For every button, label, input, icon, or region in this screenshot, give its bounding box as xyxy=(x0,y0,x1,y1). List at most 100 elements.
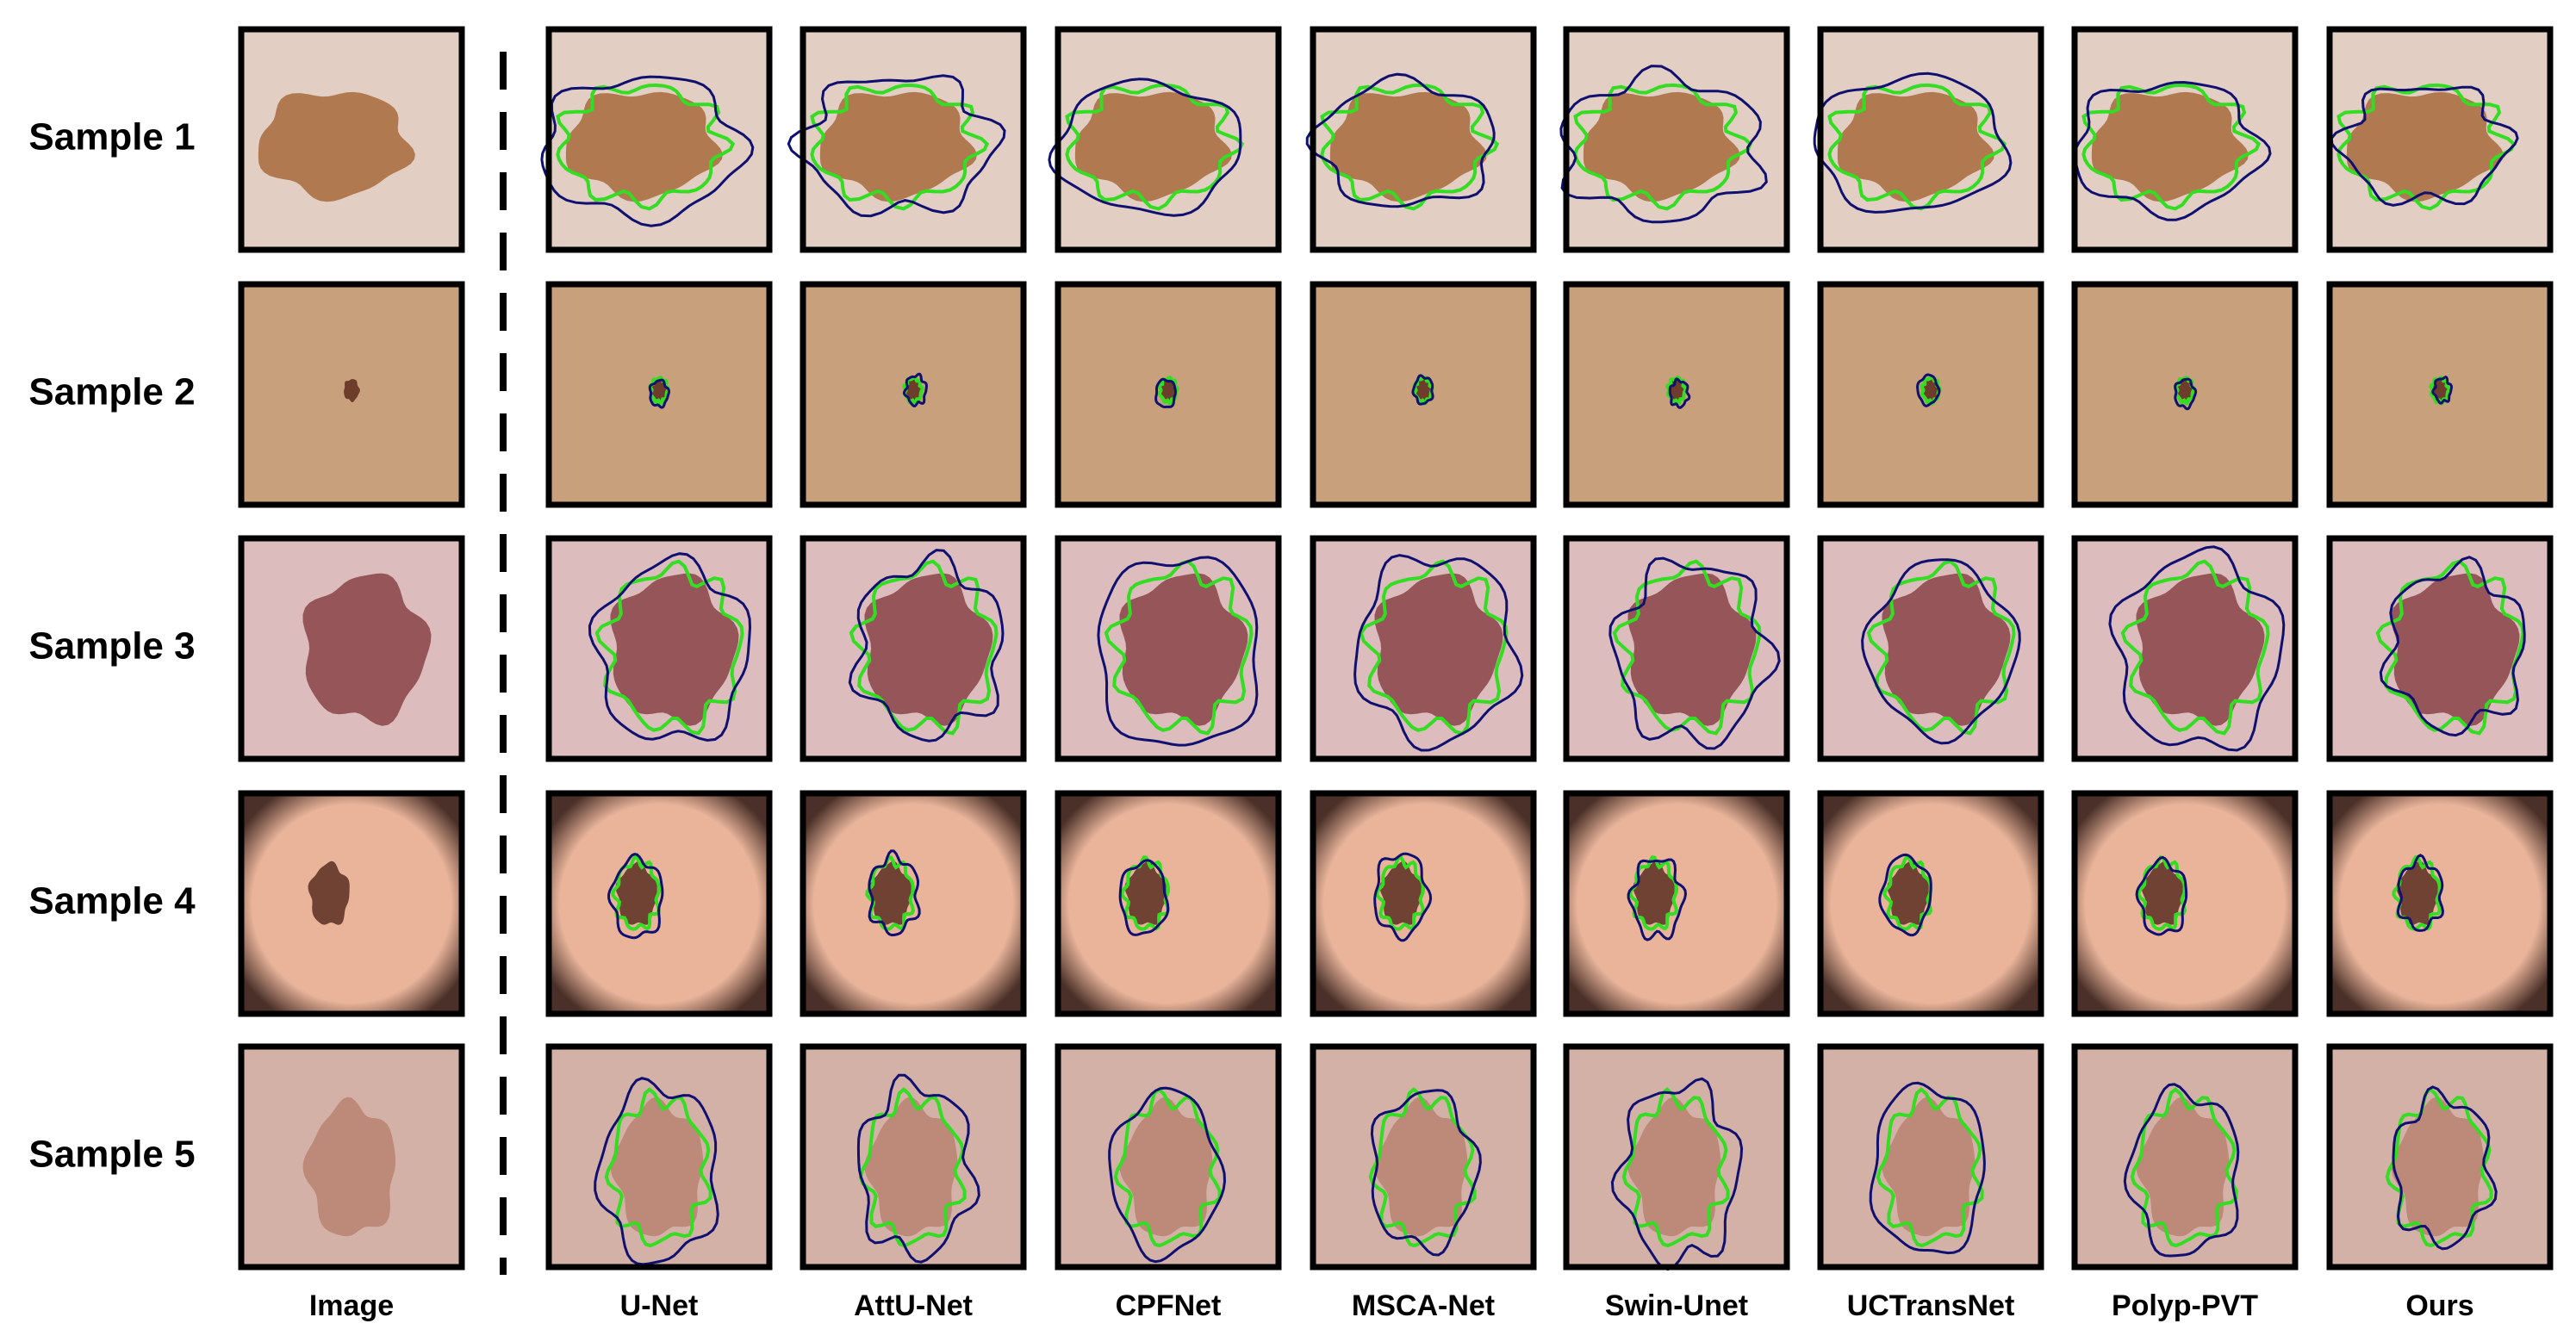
lesion xyxy=(1074,91,1232,202)
prediction-contour xyxy=(1048,78,1242,217)
row-label: Sample 5 xyxy=(28,1134,195,1176)
tile xyxy=(1055,1043,1282,1271)
tile xyxy=(2071,1043,2299,1271)
lesion xyxy=(1119,573,1248,726)
lesion xyxy=(869,860,912,925)
tile xyxy=(1563,281,1790,508)
prediction-contour xyxy=(1627,858,1688,941)
lesion xyxy=(905,379,922,402)
tile-border xyxy=(1055,281,1282,508)
tile-border xyxy=(2326,1043,2554,1271)
tile-border xyxy=(1055,1043,1282,1271)
tile-border xyxy=(545,1043,773,1271)
tile xyxy=(1055,535,1282,762)
tile xyxy=(2071,26,2299,253)
lesion xyxy=(1583,91,1740,202)
lesion xyxy=(302,573,432,726)
tile xyxy=(1310,281,1537,508)
lesion xyxy=(1374,573,1503,726)
prediction-contour xyxy=(2431,376,2454,405)
prediction-contour xyxy=(1813,71,2013,214)
tile-border xyxy=(1817,1043,2044,1271)
prediction-contour xyxy=(1097,556,1259,747)
ground-truth-contour xyxy=(1120,855,1171,931)
tile-border xyxy=(2326,535,2554,762)
lesion xyxy=(1160,379,1177,402)
tile-border xyxy=(1563,790,1790,1017)
tile xyxy=(1813,26,2044,253)
ground-truth-contour xyxy=(1621,1087,1730,1248)
ground-truth-contour xyxy=(556,83,736,211)
tile-border xyxy=(2326,26,2554,253)
lesion xyxy=(1633,860,1675,925)
tile xyxy=(1817,1043,2044,1271)
tile xyxy=(1305,26,1537,253)
ground-truth-contour xyxy=(1368,1087,1477,1248)
prediction-contour xyxy=(594,1077,719,1266)
tile-border xyxy=(1563,535,1790,762)
tile xyxy=(800,535,1027,762)
lesion xyxy=(2091,91,2249,202)
tile-border xyxy=(238,281,465,508)
tile xyxy=(1310,790,1537,1017)
tile-border xyxy=(2071,790,2299,1017)
ground-truth-contour xyxy=(1104,559,1254,736)
prediction-contour xyxy=(1353,554,1524,752)
lesion xyxy=(1627,1097,1721,1237)
lesion xyxy=(1837,91,1994,202)
tile-border xyxy=(2071,281,2299,508)
prediction-contour xyxy=(2379,556,2526,737)
tile xyxy=(1559,26,1790,253)
tile-border xyxy=(2071,26,2299,253)
tile-border xyxy=(1055,535,1282,762)
prediction-contour xyxy=(607,853,664,940)
tile-border xyxy=(1310,535,1537,762)
prediction-contour xyxy=(1608,556,1781,750)
tile xyxy=(800,1043,1027,1271)
prediction-contour xyxy=(1154,377,1177,408)
prediction-contour xyxy=(1305,72,1496,208)
ground-truth-contour xyxy=(1876,1087,1984,1248)
tile xyxy=(2326,1043,2554,1271)
ground-truth-contour xyxy=(1612,559,1762,736)
ground-truth-contour xyxy=(1628,855,1679,931)
lesion xyxy=(2346,91,2504,202)
column-label: U-Net xyxy=(620,1289,699,1322)
tile-image xyxy=(1566,793,1787,1014)
tile xyxy=(1310,1043,1537,1271)
lesion xyxy=(610,573,739,726)
lesion xyxy=(2396,860,2438,925)
prediction-contour xyxy=(1861,558,2021,745)
column-label: UCTransNet xyxy=(1847,1289,2015,1322)
prediction-contour xyxy=(2392,1085,2498,1251)
tile-border xyxy=(1310,790,1537,1017)
prediction-contour xyxy=(2108,545,2286,752)
column-label: Polyp-PVT xyxy=(2112,1289,2258,1322)
tile xyxy=(1563,535,1790,762)
row-label: Sample 2 xyxy=(28,371,195,413)
prediction-contour xyxy=(588,552,752,742)
tile xyxy=(238,281,465,508)
row-label: Sample 3 xyxy=(28,625,195,668)
ground-truth-contour xyxy=(594,559,744,736)
prediction-contour xyxy=(2174,377,2198,411)
lesion xyxy=(308,860,350,925)
prediction-contour xyxy=(540,75,755,227)
ground-truth-contour xyxy=(611,855,662,931)
tile-border xyxy=(1817,790,2044,1017)
tile-border xyxy=(1563,1043,1790,1271)
tile xyxy=(1817,535,2044,762)
tile xyxy=(2071,790,2299,1017)
tile-border xyxy=(545,535,773,762)
prediction-contour xyxy=(1118,859,1170,936)
tile xyxy=(787,26,1027,253)
ground-truth-contour xyxy=(2120,559,2270,736)
tile xyxy=(1817,281,2044,508)
tile xyxy=(545,790,773,1017)
lesion xyxy=(819,91,977,202)
tile xyxy=(2326,790,2554,1017)
ground-truth-contour xyxy=(1375,855,1426,931)
tile xyxy=(238,1043,465,1271)
tile-border xyxy=(1817,281,2044,508)
tile xyxy=(800,790,1027,1017)
